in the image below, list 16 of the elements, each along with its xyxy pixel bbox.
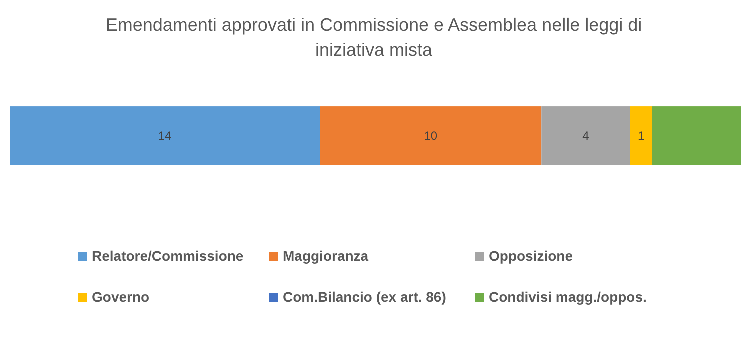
- legend-label: Opposizione: [489, 248, 574, 264]
- legend-label: Relatore/Commissione: [92, 248, 244, 264]
- bar: [10, 106, 320, 166]
- data-label: 4: [582, 129, 590, 144]
- data-label: 1: [638, 129, 645, 144]
- legend-label: Condivisi magg./oppos.: [489, 288, 647, 305]
- data-label: 14: [158, 129, 172, 144]
- bar: [630, 106, 652, 166]
- legend-label: Maggioranza: [283, 248, 369, 264]
- legend-label: Com.Bilancio (ex art. 86): [283, 288, 446, 305]
- bar: [652, 106, 741, 166]
- bar: [542, 106, 630, 166]
- data-label: 10: [424, 129, 438, 144]
- legend-label: Governo: [92, 288, 150, 305]
- bar: [320, 106, 542, 166]
- chart-title: Emendamenti approvati in Commissione e Assemblea nelle leggi di iniziativa mista: [106, 15, 642, 60]
